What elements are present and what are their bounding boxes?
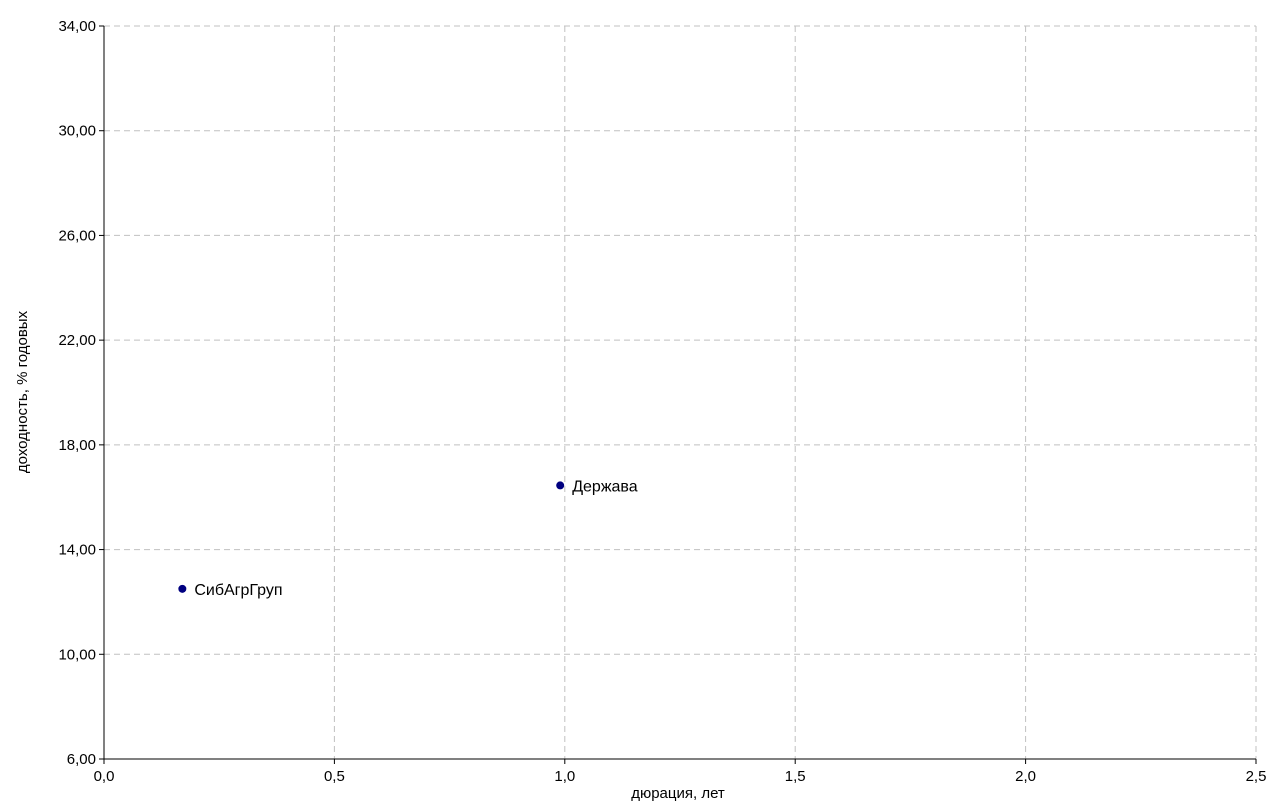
x-tick-label: 1,5 bbox=[785, 768, 806, 785]
x-tick-label: 0,0 bbox=[94, 768, 115, 785]
data-point bbox=[556, 481, 565, 490]
y-tick-label: 6,00 bbox=[67, 751, 96, 768]
x-tick-label: 2,5 bbox=[1246, 768, 1267, 785]
x-tick-label: 1,0 bbox=[554, 768, 575, 785]
x-tick-label: 2,0 bbox=[1015, 768, 1036, 785]
y-tick-label: 22,00 bbox=[58, 332, 96, 349]
data-point bbox=[178, 584, 187, 593]
x-tick-label: 0,5 bbox=[324, 768, 345, 785]
y-tick-label: 26,00 bbox=[58, 227, 96, 244]
y-tick-label: 34,00 bbox=[58, 18, 96, 35]
y-tick-label: 30,00 bbox=[58, 123, 96, 140]
y-tick-label: 18,00 bbox=[58, 437, 96, 454]
y-axis-ticks: 6,00 10,00 14,00 18,00 22,00 26,00 30,00 34,00 bbox=[58, 18, 104, 768]
y-axis-title: доходность, % годовых bbox=[14, 310, 31, 473]
point-label: Держава bbox=[572, 478, 638, 495]
x-axis-ticks: 0,0 0,5 1,0 1,5 2,0 2,5 bbox=[94, 759, 1267, 785]
axes bbox=[103, 26, 1256, 760]
data-points: СибАгрГруп Держава bbox=[178, 478, 638, 599]
point-label: СибАгрГруп bbox=[194, 582, 282, 599]
x-axis-title: дюрация, лет bbox=[631, 785, 725, 802]
y-tick-label: 14,00 bbox=[58, 542, 96, 559]
y-tick-label: 10,00 bbox=[58, 646, 96, 663]
gridlines bbox=[104, 25, 1257, 759]
